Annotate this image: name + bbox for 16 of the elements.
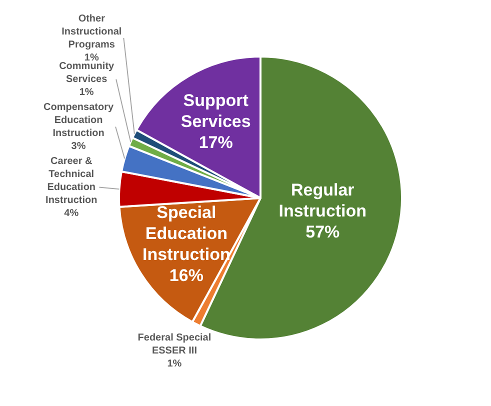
data-label: 17%: [198, 133, 233, 152]
slice-label: Other Instructional Programs: [62, 13, 122, 50]
slice-label: Community Services: [59, 60, 115, 85]
slice-label: Compensatory Education Instruction: [44, 102, 114, 139]
slice-label: Special Education Instruction: [142, 203, 230, 264]
slice-label: Regular Instruction: [278, 180, 367, 221]
data-label: 16%: [169, 266, 204, 286]
slice-label: Support Services: [180, 91, 251, 132]
data-label: 4%: [64, 208, 79, 219]
slice-label: Federal Special ESSER III: [138, 332, 212, 357]
data-label: 1%: [167, 358, 182, 370]
data-label: 1%: [79, 86, 94, 98]
data-label: 3%: [71, 140, 86, 152]
data-label: 1%: [84, 52, 99, 64]
data-label: 57%: [306, 222, 340, 242]
slice-label: Career & Technical Education Instruction: [46, 156, 98, 206]
